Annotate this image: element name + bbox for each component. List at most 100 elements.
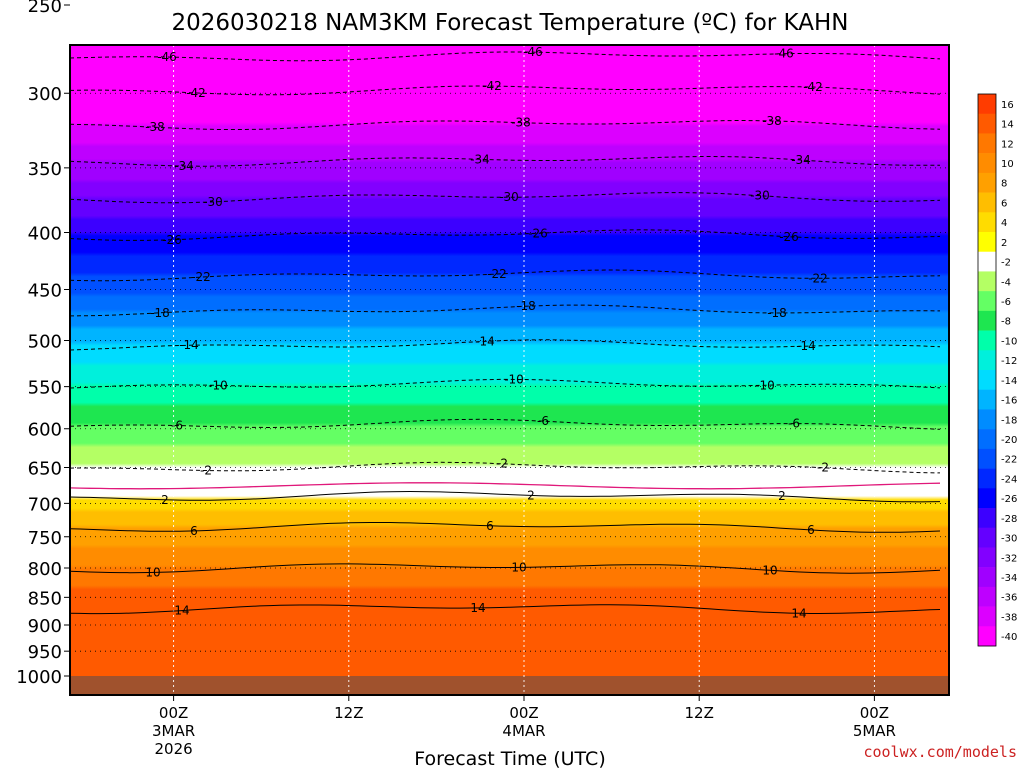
isotherm-lines: -58-58-58-54-54-54-50-50-50-46-46-46-42-… [70, 45, 941, 620]
y-tick-label: 650 [28, 458, 62, 479]
gridlines [70, 45, 949, 695]
isotherm-line [70, 192, 941, 204]
isotherm-line [70, 85, 941, 96]
colorbar-swatch [978, 586, 996, 607]
isotherm-label: -2 [496, 457, 508, 471]
colorbar-swatch [978, 271, 996, 292]
isotherm-label: -30 [750, 189, 770, 203]
y-tick-label: 350 [28, 159, 62, 180]
isotherm-label: -14 [179, 338, 199, 352]
isotherm-label: 10 [511, 560, 526, 574]
colorbar-label: -40 [1001, 632, 1017, 643]
colorbar-swatch [978, 488, 996, 509]
colorbar-label: 4 [1001, 218, 1007, 229]
isotherm-line [70, 378, 941, 389]
colorbar-swatch [978, 153, 996, 174]
y-tick-label: 850 [28, 588, 62, 609]
x-tick-label: 4MAR [502, 722, 545, 740]
temperature-field [70, 45, 949, 695]
isotherm-line [70, 51, 941, 62]
y-tick-label: 950 [28, 642, 62, 663]
isotherm-label: -14 [475, 334, 495, 348]
isotherm-line [70, 604, 941, 615]
isotherm-label: -26 [528, 226, 548, 240]
isotherm-line [70, 269, 941, 282]
isotherm-label: -22 [191, 270, 211, 284]
colorbar-label: -6 [1001, 297, 1011, 308]
isotherm-label: -46 [774, 47, 794, 61]
isotherm-label: 6 [190, 524, 198, 538]
colorbar-swatch [978, 448, 996, 469]
isotherm-label: -46 [157, 50, 177, 64]
colorbar-swatch [978, 409, 996, 430]
isotherm-label: 6 [807, 523, 815, 537]
colorbar-swatch [978, 212, 996, 233]
y-tick-label: 750 [28, 528, 62, 549]
colorbar-label: -14 [1001, 376, 1017, 387]
colorbar-swatch [978, 508, 996, 529]
isotherm-line [70, 461, 941, 474]
y-tick-label: 900 [28, 616, 62, 637]
isotherm-label: 2 [778, 489, 786, 503]
isotherm-label: -42 [803, 80, 823, 94]
colorbar-label: -28 [1001, 514, 1017, 525]
colorbar-label: 14 [1001, 120, 1014, 131]
x-tick-label: 3MAR [152, 722, 195, 740]
isotherm-label: -2 [817, 461, 829, 475]
isotherm-label: -10 [755, 378, 775, 392]
y-tick-label: 1000 [16, 667, 62, 688]
isotherm-label: -22 [808, 271, 828, 285]
isotherm-label: 2 [527, 488, 535, 502]
isotherm-label: -2 [200, 464, 212, 478]
isotherm-line [70, 563, 941, 574]
isotherm-label: 14 [791, 606, 806, 620]
colorbar-swatch [978, 567, 996, 588]
colorbar-swatch [978, 291, 996, 312]
y-tick-label: 300 [28, 84, 62, 105]
isotherm-label: -42 [482, 79, 502, 93]
isotherm-label: -18 [767, 306, 787, 320]
isotherm-label: -42 [186, 86, 206, 100]
x-tick-label: 00Z [509, 704, 538, 722]
y-tick-label: 700 [28, 494, 62, 515]
isotherm-label: 14 [470, 601, 485, 615]
colorbar-label: -16 [1001, 396, 1017, 407]
colorbar-swatch [978, 626, 996, 647]
colorbar-swatch [978, 389, 996, 410]
isotherm-label: -22 [487, 267, 507, 281]
x-tick-label: 2026 [155, 740, 193, 758]
isotherm-label: -10 [208, 378, 228, 392]
isotherm-label: 10 [762, 563, 777, 577]
colorbar-swatch [978, 468, 996, 489]
isotherm-label: -34 [174, 159, 194, 173]
colorbar-label: -2 [1001, 258, 1011, 269]
y-tick-label: 250 [28, 0, 62, 17]
colorbar: 16 14 12 10 8 6 4 2 -2 -4 -6 -8 -10 -12 -14 -16 -18 -20 -2… [977, 93, 1017, 647]
colorbar-swatch [978, 527, 996, 548]
colorbar-swatch [978, 192, 996, 213]
colorbar-label: 2 [1001, 238, 1007, 249]
isotherm-label: -34 [470, 152, 490, 166]
isotherm-label: 2 [161, 493, 169, 507]
colorbar-label: -32 [1001, 553, 1017, 564]
x-tick-label: 12Z [685, 704, 714, 722]
freezing-line [70, 482, 941, 490]
colorbar-label: 10 [1001, 159, 1014, 170]
colorbar-label: -8 [1001, 317, 1011, 328]
colorbar-swatch [978, 251, 996, 272]
plot-frame [69, 44, 950, 696]
colorbar-swatch [978, 370, 996, 391]
isotherm-line [70, 229, 941, 241]
isotherm-line [70, 119, 941, 130]
y-tick-label: 600 [28, 420, 62, 441]
x-tick-label: 5MAR [853, 722, 896, 740]
colorbar-label: 6 [1001, 198, 1007, 209]
isotherm-label: -10 [504, 372, 524, 386]
colorbar-label: -24 [1001, 474, 1017, 485]
colorbar-label: 16 [1001, 100, 1014, 111]
colorbar-label: 12 [1001, 139, 1014, 150]
isotherm-label: 10 [145, 565, 160, 579]
isotherm-label: -38 [762, 114, 782, 128]
